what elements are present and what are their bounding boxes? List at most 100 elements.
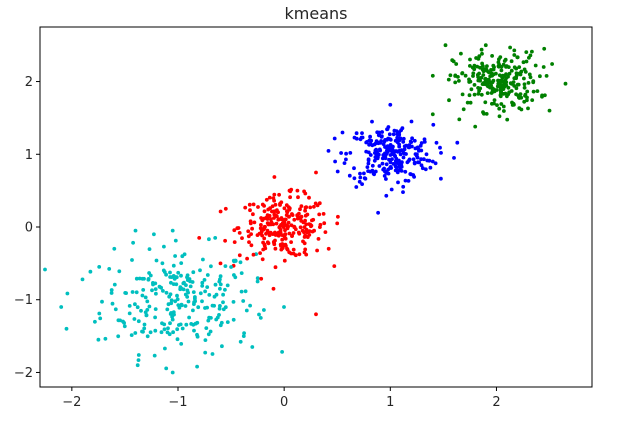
data-point (499, 68, 504, 73)
y-tick-label: 2 (25, 75, 33, 90)
data-point (446, 77, 451, 82)
data-point (260, 257, 265, 262)
data-point (362, 176, 367, 181)
data-point (277, 224, 282, 229)
data-point (170, 370, 175, 375)
data-point (185, 275, 189, 280)
data-point (495, 103, 499, 107)
data-point (525, 95, 529, 100)
data-point (485, 91, 490, 95)
data-point (180, 326, 185, 331)
data-point (468, 57, 472, 62)
data-point (64, 326, 69, 331)
data-point (232, 273, 236, 277)
data-point (473, 124, 478, 129)
data-point (508, 45, 512, 50)
y-tick-label: 1 (25, 148, 33, 163)
data-point (172, 277, 177, 281)
data-point (282, 305, 286, 309)
data-point (200, 280, 205, 285)
data-point (280, 350, 284, 354)
data-point (366, 161, 371, 166)
data-point (157, 284, 162, 289)
data-point (431, 122, 436, 127)
data-point (223, 238, 228, 243)
data-point (217, 313, 221, 317)
data-point (505, 94, 509, 99)
data-point (550, 62, 554, 66)
data-point (481, 110, 485, 115)
data-point (172, 312, 176, 317)
data-point (266, 222, 271, 227)
data-point (195, 364, 200, 369)
data-point (113, 307, 118, 312)
data-point (134, 276, 139, 281)
data-point (262, 242, 267, 247)
data-point (173, 238, 178, 243)
data-point (453, 80, 458, 85)
data-point (509, 59, 514, 64)
data-point (175, 327, 180, 332)
data-point (527, 55, 531, 60)
data-point (198, 291, 203, 296)
data-point (422, 137, 427, 142)
data-point (160, 261, 165, 266)
data-point (257, 231, 262, 236)
data-point (287, 188, 292, 193)
data-point (258, 251, 262, 256)
data-point (514, 75, 518, 80)
data-point (225, 283, 230, 288)
data-point (517, 65, 522, 69)
data-point (287, 250, 292, 255)
data-point (251, 202, 256, 207)
data-point (140, 293, 145, 298)
data-point (517, 106, 522, 110)
y-tick-label: −1 (14, 293, 33, 308)
data-point (168, 292, 173, 297)
data-point (401, 155, 406, 160)
data-point (268, 230, 273, 235)
data-point (428, 165, 433, 170)
data-point (308, 205, 313, 210)
data-point (342, 161, 347, 166)
data-point (100, 299, 104, 304)
data-point (354, 131, 359, 136)
data-point (168, 275, 173, 279)
data-point (43, 267, 47, 272)
data-point (498, 78, 503, 83)
data-point (289, 223, 294, 228)
data-point (515, 55, 520, 60)
data-point (249, 243, 254, 248)
data-point (225, 320, 230, 324)
data-point (97, 265, 102, 269)
y-tick-label: 0 (25, 221, 33, 236)
data-point (525, 89, 530, 94)
data-point (420, 166, 425, 171)
data-point (279, 200, 284, 205)
data-point (116, 334, 121, 339)
data-point (461, 107, 466, 112)
data-point (540, 94, 544, 99)
data-point (291, 251, 296, 256)
data-point (457, 117, 462, 122)
data-point (274, 221, 279, 226)
data-point (377, 164, 382, 168)
data-point (59, 305, 64, 309)
x-tick-label: 1 (386, 395, 394, 410)
data-point (315, 203, 320, 208)
data-point (231, 317, 236, 322)
data-point (504, 80, 509, 85)
data-point (518, 71, 523, 75)
data-point (332, 264, 337, 268)
data-point (287, 231, 292, 236)
data-point (171, 330, 176, 335)
data-point (274, 213, 279, 218)
data-point (88, 269, 93, 274)
data-point (203, 350, 208, 355)
data-point (302, 241, 307, 246)
data-point (312, 204, 316, 209)
data-point (304, 222, 309, 227)
data-point (501, 104, 506, 109)
data-point (472, 83, 477, 87)
data-point (219, 320, 224, 325)
